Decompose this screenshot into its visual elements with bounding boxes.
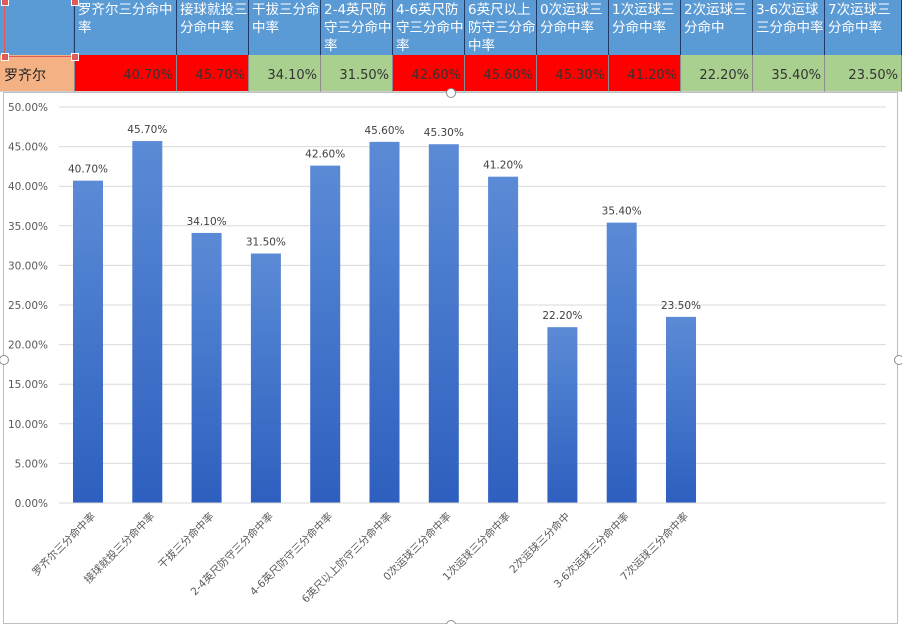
data-label: 23.50% (661, 300, 701, 312)
bar[interactable] (666, 316, 696, 503)
y-tick-label: 45.00% (8, 142, 48, 154)
x-category-label: 干拔三分命中率 (156, 510, 217, 571)
bar[interactable] (250, 253, 281, 503)
data-label: 34.10% (187, 216, 227, 228)
header-cell[interactable]: 6英尺以上防守三分命中率 (465, 0, 537, 55)
value-cell[interactable]: 35.40% (753, 55, 825, 92)
selection-handle[interactable] (71, 53, 79, 61)
selection-handle[interactable] (1, 0, 9, 6)
header-cell[interactable]: 1次运球三分命中率 (609, 0, 681, 55)
header-cell[interactable]: 3-6次运球三分命中率 (753, 0, 825, 55)
y-tick-label: 20.00% (8, 340, 48, 352)
y-tick-label: 10.00% (8, 419, 48, 431)
header-cell[interactable]: 4-6英尺防守三分命中率 (393, 0, 465, 55)
header-cell[interactable]: 7次运球三分命中率 (825, 0, 902, 55)
value-cell[interactable]: 23.50% (825, 55, 902, 92)
x-category-label: 2次运球三分命中 (507, 510, 573, 576)
value-cell[interactable]: 40.70% (75, 55, 177, 92)
chart-resize-handle-right[interactable] (894, 355, 902, 365)
bar[interactable] (310, 165, 341, 503)
bar-chart[interactable]: 0.00% 5.00% 10.00% 15.00% 20.00% 25.00% 30.00%… (3, 92, 898, 624)
y-tick-label: 35.00% (8, 221, 48, 233)
header-cell[interactable]: 干拔三分命中率 (249, 0, 321, 55)
header-cell[interactable]: 2次运球三分命中 (681, 0, 753, 55)
table-header-row: 罗齐尔三分命中率 接球就投三分命中率 干拔三分命中率 2-4英尺防守三分命中率 4-6英… (0, 0, 902, 55)
data-label: 35.40% (602, 206, 642, 218)
bar[interactable] (191, 232, 222, 504)
bar[interactable] (488, 176, 519, 504)
x-category-label: 罗齐尔三分命中率 (30, 510, 99, 579)
y-tick-label: 15.00% (8, 379, 48, 391)
y-tick-label: 50.00% (8, 102, 48, 114)
data-label: 45.60% (364, 125, 404, 137)
bar[interactable] (73, 180, 103, 503)
header-cell[interactable]: 2-4英尺防守三分命中率 (321, 0, 393, 55)
header-cell[interactable]: 罗齐尔三分命中率 (75, 0, 177, 55)
y-tick-label: 25.00% (8, 300, 48, 312)
data-label: 45.70% (127, 124, 167, 136)
table-data-row: 罗齐尔 40.70% 45.70% 34.10% 31.50% 42.60% 45.60% 4… (0, 55, 902, 92)
value-cell[interactable]: 42.60% (393, 55, 465, 92)
value-cell[interactable]: 41.20% (609, 55, 681, 92)
value-cell[interactable]: 45.70% (177, 55, 249, 92)
data-label: 31.50% (246, 237, 286, 249)
value-cell[interactable]: 34.10% (249, 55, 321, 92)
bar[interactable] (547, 327, 578, 503)
data-label: 45.30% (424, 127, 464, 139)
bar[interactable] (369, 141, 400, 503)
y-tick-label: 5.00% (15, 458, 48, 470)
row-label-cell[interactable]: 罗齐尔 (0, 55, 75, 92)
data-label: 41.20% (483, 160, 523, 172)
data-label: 22.20% (542, 310, 582, 322)
data-label: 42.60% (305, 149, 345, 161)
selection-handle[interactable] (1, 53, 9, 61)
chart-resize-handle-bottom[interactable] (446, 620, 456, 624)
header-cell[interactable]: 接球就投三分命中率 (177, 0, 249, 55)
chart-resize-handle-left[interactable] (0, 355, 9, 365)
y-tick-label: 0.00% (15, 498, 48, 510)
value-cell[interactable]: 45.60% (465, 55, 537, 92)
value-cell[interactable]: 31.50% (321, 55, 393, 92)
y-tick-label: 40.00% (8, 181, 48, 193)
selection-handle[interactable] (71, 0, 79, 6)
bar[interactable] (132, 141, 163, 503)
chart-resize-handle-top[interactable] (446, 88, 456, 98)
y-tick-label: 30.00% (8, 260, 48, 272)
value-cell[interactable]: 45.30% (537, 55, 609, 92)
chart-canvas: 0.00% 5.00% 10.00% 15.00% 20.00% 25.00% 30.00%… (8, 102, 886, 606)
header-corner-cell[interactable] (0, 0, 75, 55)
value-cell[interactable]: 22.20% (681, 55, 753, 92)
bar[interactable] (606, 222, 637, 503)
data-label: 40.70% (68, 164, 108, 176)
bar[interactable] (428, 144, 459, 503)
header-cell[interactable]: 0次运球三分命中率 (537, 0, 609, 55)
